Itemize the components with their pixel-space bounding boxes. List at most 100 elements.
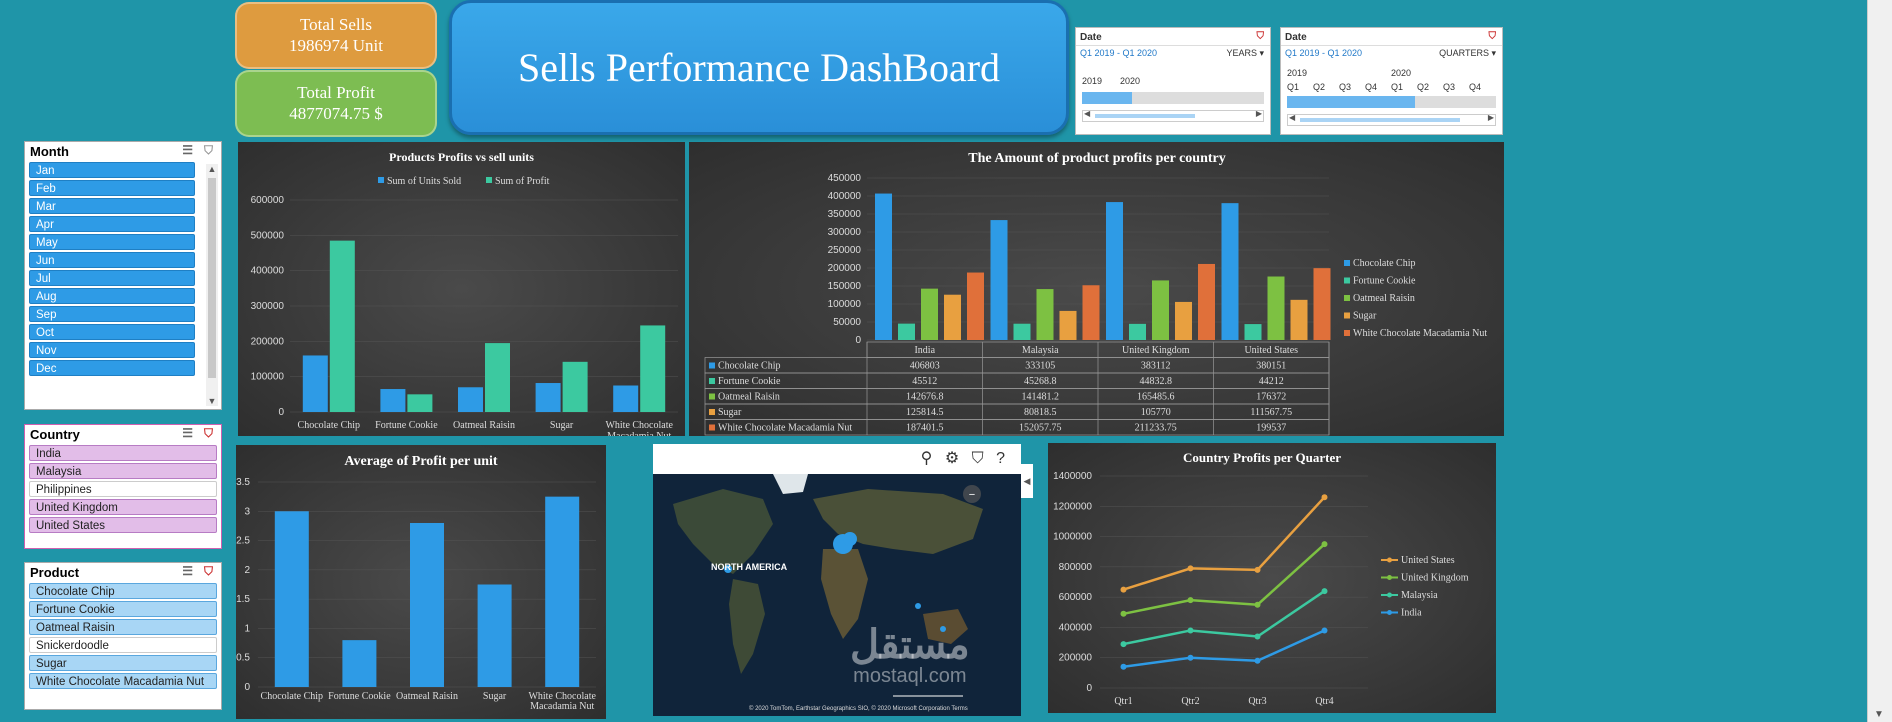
clear-filter-icon[interactable]: ⛉ (1488, 31, 1497, 42)
legend-swatch (1344, 330, 1350, 336)
x-tick-label: Macadamia Nut (607, 431, 671, 436)
map-bubble[interactable] (724, 565, 732, 573)
country-slicer-item[interactable]: United States (29, 517, 217, 533)
multi-select-icon[interactable]: ☰ (182, 426, 193, 440)
y-tick-label: 0.5 (236, 653, 250, 664)
bar (1267, 276, 1285, 340)
x-tick-label: Fortune Cookie (375, 420, 438, 431)
legend-marker (1387, 575, 1392, 580)
y-tick-label: 400000 (1059, 622, 1093, 633)
table-column-header: Malaysia (1022, 345, 1059, 356)
map-bubble[interactable] (940, 626, 946, 632)
table-cell: 45512 (912, 376, 937, 387)
table-cell: 45268.8 (1024, 376, 1057, 387)
product-slicer-item[interactable]: Oatmeal Raisin (29, 619, 217, 635)
multi-select-icon[interactable]: ☰ (182, 143, 193, 157)
table-swatch (709, 409, 715, 415)
zoom-out-icon[interactable] (963, 485, 981, 503)
y-tick-label: 300000 (251, 301, 285, 312)
bar (485, 343, 510, 412)
sheet-scrollbar[interactable]: ▼ (1867, 0, 1892, 722)
series-line (1123, 629, 1326, 669)
timeline-scrollbar[interactable]: ◀ ▶ (1287, 113, 1496, 126)
quarter-label: Q2 (1417, 82, 1430, 92)
clear-filter-icon[interactable]: ⛉ (203, 426, 213, 440)
timeline-title: Date (1080, 32, 1102, 43)
clear-filter-icon[interactable]: ⛉ (203, 564, 213, 578)
map-collapse-handle[interactable]: ◀ (1021, 464, 1033, 498)
timeline-scrollbar[interactable]: ◀ ▶ (1082, 109, 1264, 122)
country-slicer-item[interactable]: India (29, 445, 217, 461)
y-tick-label: 400000 (828, 191, 862, 202)
data-point (1321, 541, 1328, 548)
month-slicer-item[interactable]: Apr (29, 216, 195, 232)
y-tick-label: 1 (244, 623, 250, 634)
country-slicer: Country ☰ ⛉ India Malaysia Philippines Unit… (24, 424, 222, 549)
bar (1036, 289, 1054, 340)
timeline-selection[interactable] (1082, 92, 1132, 104)
legend-entry: United States (1401, 555, 1455, 566)
timeline-bar[interactable] (1287, 96, 1496, 108)
timeline-level-dropdown[interactable]: YEARS ▾ (1226, 48, 1264, 58)
filter-icon[interactable]: ⛉ (971, 450, 984, 467)
timeline-level-dropdown[interactable]: QUARTERS ▾ (1439, 48, 1496, 58)
x-tick-label: White Chocolate (528, 691, 596, 702)
date-timeline-quarters[interactable]: Date ⛉ Q1 2019 - Q1 2020 QUARTERS ▾ 2019… (1280, 27, 1503, 135)
product-slicer-item[interactable]: Snickerdoodle (29, 637, 217, 653)
map-bubble[interactable] (843, 532, 857, 546)
legend-marker (1387, 592, 1392, 598)
month-slicer-item[interactable]: Feb (29, 180, 195, 196)
month-slicer-item[interactable]: Mar (29, 198, 195, 214)
table-cell: 211233.75 (1135, 423, 1177, 434)
y-tick-label: 100000 (828, 299, 862, 310)
y-tick-label: 2 (244, 565, 250, 576)
y-tick-label: 150000 (828, 281, 862, 292)
clear-filter-icon[interactable]: ⛉ (203, 143, 213, 157)
country-slicer-item[interactable]: Philippines (29, 481, 217, 497)
month-slicer-item[interactable]: Jan (29, 162, 195, 178)
product-slicer-item[interactable]: Fortune Cookie (29, 601, 217, 617)
bar (1313, 268, 1331, 340)
quarter-label: Q2 (1313, 82, 1326, 92)
watermark-latin: mostaql.com (853, 665, 967, 687)
gear-icon[interactable]: ⚙ (944, 450, 960, 467)
map-panel[interactable]: ⚲ ⚙ ⛉ ? − NORTH AMERICA © 2020 TomTom, E… (653, 444, 1033, 716)
map-copyright: © 2020 TomTom, Earthstar Geographics SIO… (749, 706, 968, 712)
chart-title: The Amount of product profits per countr… (968, 151, 1225, 166)
month-slicer-item[interactable]: Sep (29, 306, 195, 322)
data-point (1254, 657, 1261, 664)
product-slicer-title: Product (30, 565, 80, 580)
month-slicer-item[interactable]: Nov (29, 342, 195, 358)
month-slicer-item[interactable]: Oct (29, 324, 195, 340)
timeline-selection[interactable] (1287, 96, 1415, 108)
bar (545, 496, 580, 687)
y-tick-label: 3.5 (236, 477, 250, 488)
product-slicer-item[interactable]: Sugar (29, 655, 217, 671)
month-slicer-item[interactable]: Aug (29, 288, 195, 304)
month-slicer-item[interactable]: May (29, 234, 195, 250)
x-tick-label: Qtr3 (1248, 696, 1266, 707)
month-slicer-title: Month (30, 144, 69, 159)
month-slicer-item[interactable]: Jul (29, 270, 195, 286)
legend-entry: India (1401, 608, 1422, 619)
location-pin-icon[interactable]: ⚲ (920, 450, 933, 467)
country-slicer-item[interactable]: Malaysia (29, 463, 217, 479)
month-slicer-item[interactable]: Jun (29, 252, 195, 268)
map-bubble[interactable] (915, 603, 921, 609)
date-timeline-years[interactable]: Date ⛉ Q1 2019 - Q1 2020 YEARS ▾ 2019 20… (1075, 27, 1271, 135)
month-slicer-item[interactable]: Dec (29, 360, 195, 376)
multi-select-icon[interactable]: ☰ (182, 564, 193, 578)
product-slicer-item[interactable]: Chocolate Chip (29, 583, 217, 599)
world-map[interactable]: − (653, 444, 1021, 716)
total-sells-label: Total Sells (299, 15, 372, 34)
help-icon[interactable]: ? (996, 450, 1005, 467)
bar (458, 387, 483, 412)
slicer-scrollbar[interactable]: ▲ ▼ (206, 164, 218, 406)
legend-marker (1387, 557, 1392, 563)
timeline-bar[interactable] (1082, 92, 1264, 104)
y-tick-label: 450000 (828, 173, 862, 184)
table-cell: 176372 (1256, 392, 1286, 403)
country-slicer-item[interactable]: United Kingdom (29, 499, 217, 515)
clear-filter-icon[interactable]: ⛉ (1256, 31, 1265, 42)
product-slicer-item[interactable]: White Chocolate Macadamia Nut (29, 673, 217, 689)
